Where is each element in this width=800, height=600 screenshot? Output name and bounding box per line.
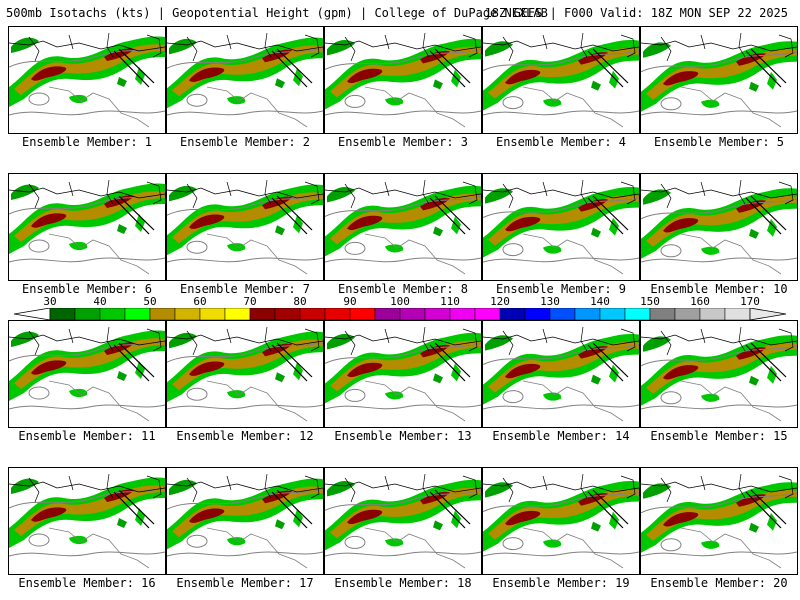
ensemble-member-label: Ensemble Member: 6 [21, 282, 153, 296]
colorbar-swatch [549, 308, 576, 320]
colorbar-swatch [49, 308, 76, 320]
ensemble-map-2 [166, 26, 324, 134]
colorbar-swatch [74, 308, 101, 320]
colorbar-swatch [649, 308, 676, 320]
colorbar-max-arrow [749, 308, 786, 320]
ensemble-map-11 [8, 320, 166, 428]
colorbar-swatch [174, 308, 201, 320]
ensemble-map-17 [166, 467, 324, 575]
colorbar-tick-label: 140 [590, 295, 610, 308]
ensemble-member-label: Ensemble Member: 10 [650, 282, 788, 296]
ensemble-member-label: Ensemble Member: 5 [653, 135, 785, 149]
colorbar-tick-label: 130 [540, 295, 560, 308]
colorbar-swatch [524, 308, 551, 320]
ensemble-member-label: Ensemble Member: 20 [650, 576, 788, 590]
ensemble-map-5 [640, 26, 798, 134]
ensemble-map-9 [482, 173, 640, 281]
ensemble-map-14 [482, 320, 640, 428]
ensemble-member-label: Ensemble Member: 13 [334, 429, 472, 443]
ensemble-map-4 [482, 26, 640, 134]
ensemble-member-label: Ensemble Member: 4 [495, 135, 627, 149]
colorbar-swatch [224, 308, 251, 320]
colorbar-tick-label: 160 [690, 295, 710, 308]
run-valid-time: 18Z GEFS | F000 Valid: 18Z MON SEP 22 20… [484, 6, 788, 20]
ensemble-map-3 [324, 26, 482, 134]
colorbar-swatch [699, 308, 726, 320]
ensemble-member-label: Ensemble Member: 3 [337, 135, 469, 149]
ensemble-map-18 [324, 467, 482, 575]
ensemble-map-16 [8, 467, 166, 575]
colorbar-tick-label: 120 [490, 295, 510, 308]
colorbar-swatch [199, 308, 226, 320]
ensemble-map-1 [8, 26, 166, 134]
ensemble-map-20 [640, 467, 798, 575]
ensemble-map-7 [166, 173, 324, 281]
colorbar-swatch [149, 308, 176, 320]
colorbar-tick-label: 150 [640, 295, 660, 308]
ensemble-member-label: Ensemble Member: 2 [179, 135, 311, 149]
colorbar-tick-label: 40 [93, 295, 107, 308]
colorbar-tick-label: 110 [440, 295, 460, 308]
ensemble-map-6 [8, 173, 166, 281]
ensemble-map-19 [482, 467, 640, 575]
ensemble-member-label: Ensemble Member: 15 [650, 429, 788, 443]
ensemble-member-label: Ensemble Member: 17 [176, 576, 314, 590]
ensemble-member-label: Ensemble Member: 8 [337, 282, 469, 296]
colorbar-tick-label: 170 [740, 295, 760, 308]
colorbar-swatch [124, 308, 151, 320]
ensemble-map-12 [166, 320, 324, 428]
ensemble-member-label: Ensemble Member: 16 [18, 576, 156, 590]
ensemble-member-label: Ensemble Member: 9 [495, 282, 627, 296]
colorbar-swatch [474, 308, 501, 320]
colorbar-swatch [374, 308, 401, 320]
colorbar-swatch [499, 308, 526, 320]
colorbar-swatch [449, 308, 476, 320]
ensemble-member-label: Ensemble Member: 18 [334, 576, 472, 590]
ensemble-member-label: Ensemble Member: 12 [176, 429, 314, 443]
map-title: 500mb Isotachs (kts) | Geopotential Heig… [6, 6, 548, 20]
colorbar-tick-label: 60 [193, 295, 207, 308]
colorbar-tick-label: 50 [143, 295, 157, 308]
ensemble-map-13 [324, 320, 482, 428]
colorbar-tick-label: 90 [343, 295, 357, 308]
colorbar-swatch [624, 308, 651, 320]
ensemble-member-label: Ensemble Member: 11 [18, 429, 156, 443]
colorbar-tick-label: 30 [43, 295, 57, 308]
colorbar-swatch [99, 308, 126, 320]
ensemble-member-label: Ensemble Member: 1 [21, 135, 153, 149]
colorbar-swatch [299, 308, 326, 320]
colorbar-swatch [574, 308, 601, 320]
colorbar-tick-label: 80 [293, 295, 307, 308]
ensemble-map-15 [640, 320, 798, 428]
colorbar-swatch [274, 308, 301, 320]
colorbar-tick-label: 100 [390, 295, 410, 308]
colorbar-tick-label: 70 [243, 295, 257, 308]
ensemble-member-label: Ensemble Member: 19 [492, 576, 630, 590]
ensemble-map-8 [324, 173, 482, 281]
colorbar-swatch [724, 308, 751, 320]
colorbar [14, 308, 786, 320]
colorbar-swatch [349, 308, 376, 320]
colorbar-min-arrow [14, 308, 51, 320]
colorbar-swatch [399, 308, 426, 320]
header: 500mb Isotachs (kts) | Geopotential Heig… [4, 2, 796, 24]
colorbar-swatch [674, 308, 701, 320]
ensemble-member-label: Ensemble Member: 14 [492, 429, 630, 443]
colorbar-swatch [249, 308, 276, 320]
colorbar-swatch [324, 308, 351, 320]
ensemble-map-10 [640, 173, 798, 281]
colorbar-swatch [424, 308, 451, 320]
colorbar-swatch [599, 308, 626, 320]
ensemble-member-label: Ensemble Member: 7 [179, 282, 311, 296]
